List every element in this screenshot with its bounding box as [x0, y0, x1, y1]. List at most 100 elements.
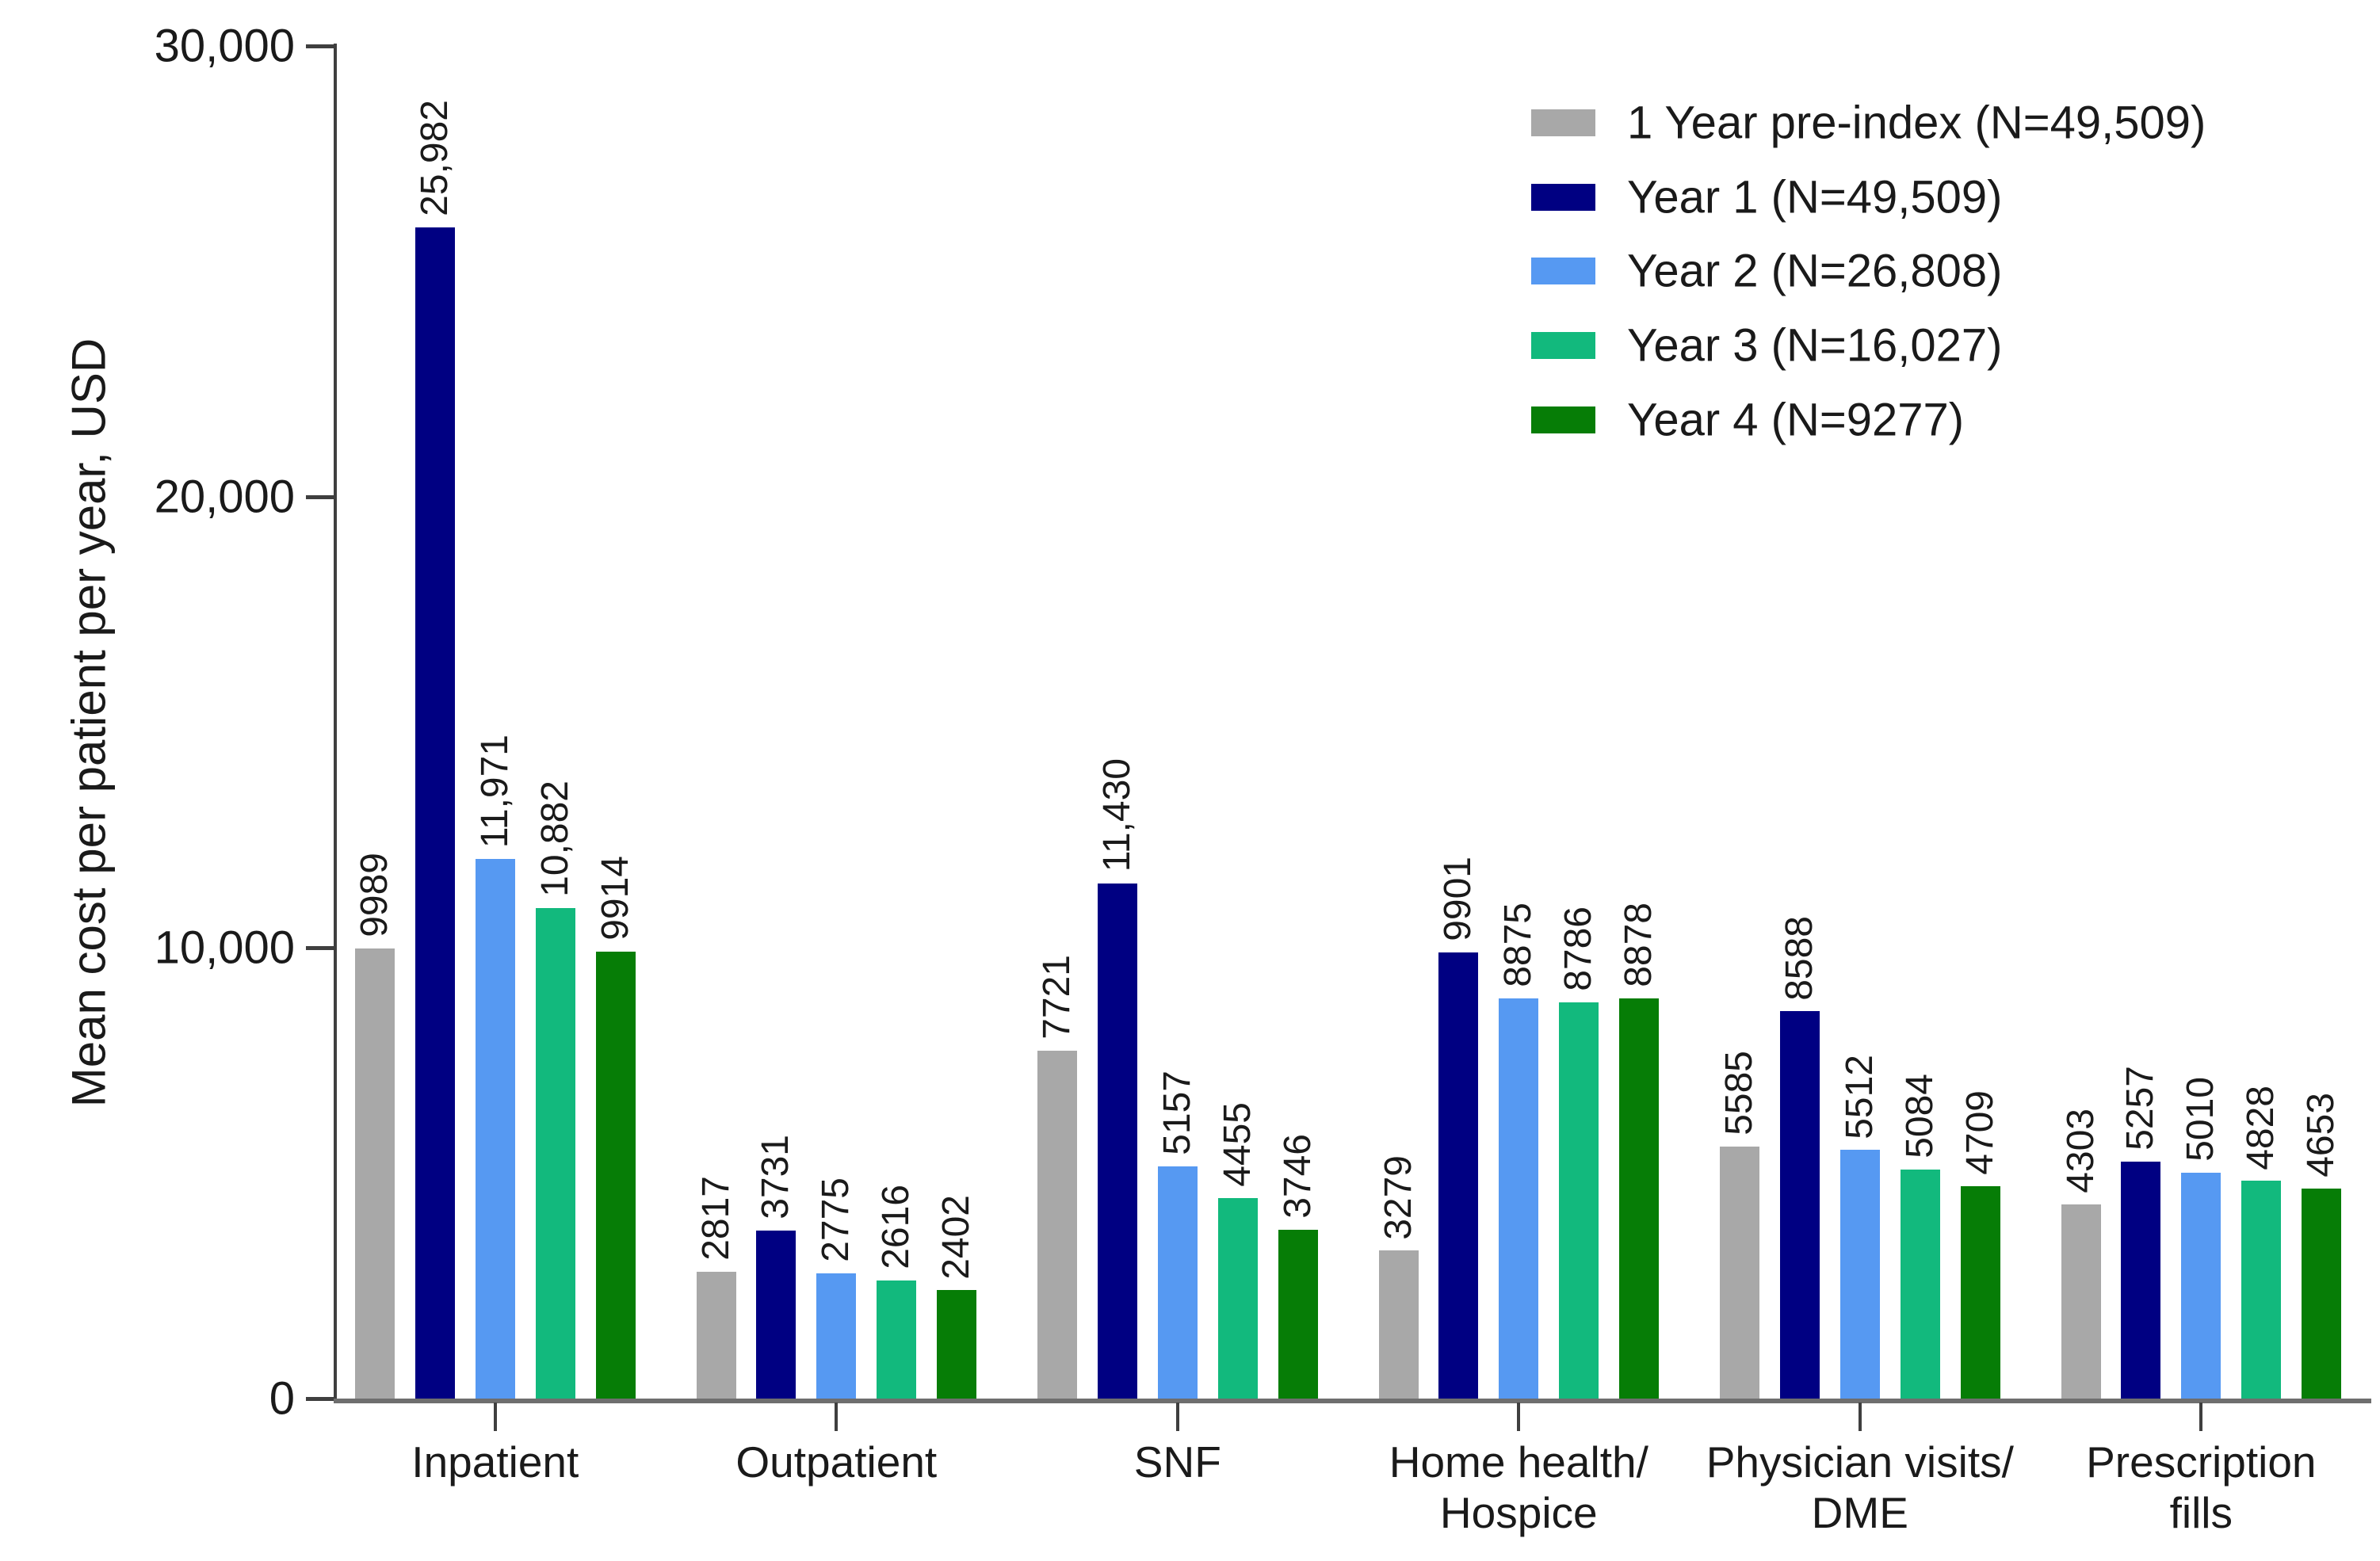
bar-value-label: 10,882 — [533, 780, 576, 897]
bar-1-cat-5 — [2121, 1161, 2161, 1399]
bar-value-label: 4303 — [2059, 1109, 2102, 1194]
bar-3-cat-2 — [1217, 1197, 1258, 1399]
bar-value-label: 5010 — [2179, 1077, 2222, 1162]
x-tick-mark — [1175, 1403, 1179, 1431]
category-label-line: SNF — [1133, 1437, 1221, 1487]
bar-4-cat-2 — [1278, 1229, 1318, 1399]
bar-value-label: 8786 — [1557, 906, 1600, 992]
bar-value-label: 5257 — [2119, 1066, 2162, 1151]
bar-value-label: 9901 — [1437, 856, 1480, 941]
legend-swatch — [1531, 406, 1595, 433]
bar-2-cat-1 — [816, 1273, 857, 1399]
bar-2-cat-5 — [2181, 1172, 2221, 1399]
bar-value-label: 3279 — [1377, 1155, 1419, 1240]
category-label-line: Hospice — [1439, 1488, 1598, 1537]
bar-3-cat-1 — [877, 1280, 917, 1399]
bar-2-cat-2 — [1157, 1166, 1198, 1399]
bar-0-cat-3 — [1378, 1250, 1419, 1399]
category-label: Inpatient — [411, 1437, 579, 1487]
legend-label: Year 2 (N=26,808) — [1627, 245, 2003, 297]
bar-value-label: 11,971 — [473, 734, 516, 848]
bar-4-cat-5 — [2302, 1189, 2342, 1399]
y-tick-label: 20,000 — [154, 471, 295, 523]
category-label-line: DME — [1811, 1488, 1908, 1537]
legend-swatch — [1531, 332, 1595, 360]
bar-4-cat-3 — [1619, 998, 1660, 1399]
bar-0-cat-2 — [1037, 1050, 1077, 1399]
x-tick-mark — [2199, 1403, 2203, 1431]
bar-value-label: 2817 — [694, 1175, 737, 1261]
bar-value-label: 4709 — [1958, 1090, 2001, 1176]
bar-value-label: 5585 — [1718, 1051, 1760, 1136]
y-tick-label: 0 — [269, 1372, 295, 1425]
bar-1-cat-2 — [1097, 883, 1137, 1399]
bar-0-cat-0 — [355, 948, 395, 1399]
bar-2-cat-0 — [475, 858, 515, 1399]
x-tick-mark — [1517, 1403, 1521, 1431]
y-axis-title: Mean cost per patient per year, USD — [62, 338, 116, 1107]
category-label: Physician visits/DME — [1706, 1437, 2014, 1538]
bar-value-label: 2775 — [815, 1177, 858, 1263]
bar-value-label: 9914 — [594, 856, 636, 941]
legend-swatch — [1531, 258, 1595, 285]
legend-swatch — [1531, 109, 1595, 136]
legend-label: Year 1 (N=49,509) — [1627, 171, 2003, 223]
bar-value-label: 7721 — [1036, 954, 1078, 1040]
bar-value-label: 8875 — [1497, 903, 1540, 988]
y-tick-mark — [306, 44, 334, 48]
bar-3-cat-5 — [2241, 1181, 2282, 1399]
bar-value-label: 5084 — [1898, 1073, 1941, 1158]
bar-4-cat-4 — [1960, 1186, 2000, 1399]
bar-value-label: 8588 — [1778, 915, 1820, 1001]
legend-swatch — [1531, 183, 1595, 211]
bar-value-label: 4653 — [2300, 1093, 2343, 1178]
bar-value-label: 3746 — [1276, 1134, 1319, 1219]
bar-3-cat-3 — [1559, 1002, 1599, 1399]
category-label: Outpatient — [735, 1437, 937, 1487]
y-tick-mark — [306, 1397, 334, 1401]
legend-label: 1 Year pre-index (N=49,509) — [1627, 97, 2206, 149]
bar-1-cat-4 — [1779, 1011, 1820, 1399]
category-label-line: fills — [2169, 1488, 2233, 1537]
y-tick-mark — [306, 946, 334, 950]
bar-value-label: 9989 — [353, 852, 395, 937]
category-label-line: Prescription — [2086, 1437, 2317, 1487]
x-axis-line — [334, 1399, 2371, 1403]
bar-0-cat-5 — [2061, 1204, 2101, 1399]
bar-value-label: 4828 — [2240, 1085, 2283, 1170]
bar-3-cat-4 — [1900, 1169, 1940, 1399]
legend-label: Year 3 (N=16,027) — [1627, 319, 2003, 372]
bar-value-label: 2616 — [875, 1185, 918, 1270]
bar-1-cat-3 — [1438, 952, 1479, 1399]
bar-value-label: 2402 — [935, 1194, 978, 1280]
y-tick-label: 30,000 — [154, 20, 295, 72]
bar-value-label: 5512 — [1838, 1054, 1881, 1139]
y-axis-line — [334, 44, 337, 1399]
bar-2-cat-4 — [1839, 1150, 1880, 1399]
bar-0-cat-4 — [1720, 1147, 1759, 1399]
bar-value-label: 25,982 — [413, 99, 456, 216]
category-label: Prescription fills — [2086, 1437, 2316, 1538]
bar-1-cat-1 — [756, 1230, 797, 1399]
x-tick-mark — [493, 1403, 497, 1431]
category-label-line: Home health/ — [1389, 1437, 1648, 1487]
x-tick-mark — [835, 1403, 839, 1431]
bar-value-label: 3731 — [754, 1134, 797, 1219]
legend-label: Year 4 (N=9277) — [1627, 394, 1965, 446]
bar-value-label: 8878 — [1618, 903, 1660, 987]
x-tick-mark — [1858, 1403, 1862, 1431]
category-label-line: Outpatient — [735, 1437, 938, 1487]
y-tick-label: 10,000 — [154, 922, 295, 974]
bar-3-cat-0 — [535, 907, 575, 1399]
bar-4-cat-0 — [595, 951, 636, 1399]
category-label-line: Physician visits/ — [1706, 1437, 2014, 1487]
y-tick-mark — [306, 495, 334, 499]
bar-2-cat-3 — [1499, 998, 1539, 1399]
bar-value-label: 4455 — [1216, 1101, 1259, 1187]
category-label-line: Inpatient — [411, 1437, 579, 1487]
bar-4-cat-1 — [937, 1290, 977, 1399]
bar-1-cat-0 — [414, 227, 455, 1399]
category-label: SNF — [1134, 1437, 1221, 1487]
bar-value-label: 11,430 — [1095, 758, 1138, 872]
